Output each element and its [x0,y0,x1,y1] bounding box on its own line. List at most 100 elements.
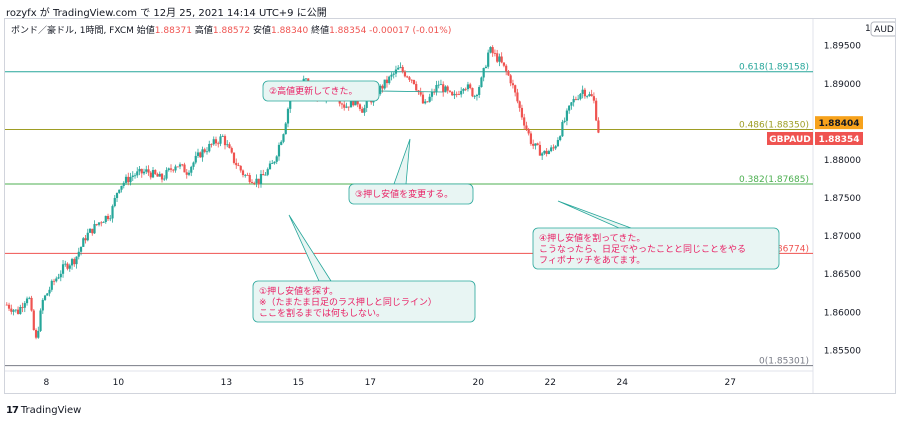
candle-body [196,152,200,156]
candle-body [574,99,578,100]
candle-body [133,175,137,177]
candle-body [100,222,103,224]
candle-body [358,104,362,109]
candle-body [192,162,195,167]
candle-body [475,94,479,97]
candle-body [154,169,157,175]
annotation-a4[interactable]: ④押し安値を割ってきた。こうなったら、日足でやったことと同じことをやるフィボナッ… [532,200,780,270]
candle-body [444,86,447,93]
candle-body [455,93,458,95]
annotation-a3[interactable]: ③押し安値を変更する。 [348,138,474,205]
candle-body [565,110,569,121]
candle-body [237,165,240,166]
candle-body [338,99,341,104]
candle-body [345,106,348,108]
candle-body [50,280,53,290]
candle-body [462,88,465,91]
candlestick-chart[interactable]: ポンド／豪ドル, 1時間, FXCM 始値1.88371 高値1.88572 安… [5,19,895,393]
candle-body [228,144,231,149]
candle-body [401,66,404,72]
candle-body [30,297,33,311]
candle-body [581,89,584,94]
candle-body [496,53,499,62]
candle-body [419,92,422,95]
candle-body [176,166,179,168]
candle-body [28,297,31,299]
candle-body [131,175,134,177]
candle-body [145,169,148,172]
candle-body [199,152,202,158]
tradingview-brand: TradingView [20,405,82,416]
candle-body [19,307,22,314]
candle-body [84,238,87,241]
candle-body [592,96,596,101]
candle-body [149,172,152,178]
candle-body [43,295,47,300]
candle-body [527,129,530,134]
candle-body [232,152,236,163]
annotation-a1[interactable]: ①押し安値を探す。※（たまたま日足のラス押しと同じライン）ここを割るまでは何もし… [252,214,476,323]
candle-body [523,117,526,126]
candle-body [480,77,483,87]
candle-body [453,93,456,96]
candle-body [59,273,62,278]
candle-body [277,144,281,157]
candle-body [257,178,260,185]
candle-body [23,303,26,308]
candle-body [559,136,562,141]
candle-body [208,143,211,152]
annotation-text: ③押し安値を変更する。 [355,188,453,200]
candle-body [379,85,382,94]
candle-body [536,143,539,145]
candle-body [545,150,548,155]
candle-body [104,215,107,223]
candle-body [435,85,438,93]
candle-body [466,84,470,90]
candle-body [493,53,497,54]
candle-body [424,101,427,104]
candle-body [471,88,474,97]
candle-body [556,140,560,147]
candle-body [568,105,571,111]
tradingview-logo[interactable]: 17 TradingView [6,405,81,416]
x-tick-label: 15 [293,378,304,388]
y-tick-label: 1.87000 [824,232,861,242]
candle-body [273,161,276,164]
candle-body [451,91,454,96]
candle-body [127,176,130,183]
candle-body [520,107,524,118]
candle-body [473,96,476,97]
candle-body [280,141,283,145]
candle-body [221,136,224,137]
candle-body [406,76,409,78]
candle-body [113,197,116,207]
candle-body [446,86,449,91]
annotation-a2[interactable]: ②高値更新してきた。 [262,80,444,102]
currency-badge[interactable]: AUD [870,21,895,37]
chart-pane[interactable]: ポンド／豪ドル, 1時間, FXCM 始値1.88371 高値1.88572 安… [4,18,896,394]
candle-body [361,108,364,113]
annotation-pointer [557,200,632,229]
candle-body [343,104,346,108]
tradingview-logo-icon: 17 [6,405,19,416]
candle-body [147,169,150,173]
annotation-text: ここを割るまでは何もしない。 [259,307,385,319]
candle-body [491,47,494,54]
candle-body [266,169,269,175]
candle-body [118,189,121,193]
candle-body [478,86,481,95]
candle-body [448,90,452,92]
candle-body [383,79,386,89]
candle-body [579,93,582,99]
candle-body [95,224,98,225]
annotation-pointer [288,214,332,282]
candle-body [498,56,501,62]
candle-body [187,172,191,175]
candle-body [509,75,512,84]
candle-body [563,120,566,122]
candle-body [64,263,67,265]
candle-body [590,94,593,97]
candle-body [381,85,384,89]
candle-body [268,163,272,170]
candle-body [12,310,15,312]
